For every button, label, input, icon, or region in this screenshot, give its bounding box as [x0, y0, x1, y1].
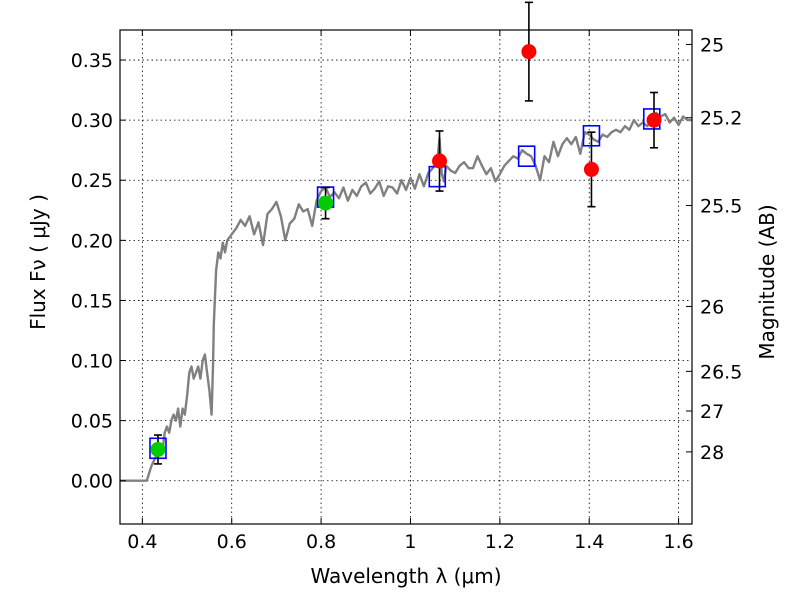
y-tick-label: 0.10	[71, 351, 113, 373]
model-sed-line	[120, 111, 692, 482]
y-tick-label: 0.35	[71, 50, 113, 72]
measured-green-point	[318, 195, 334, 211]
y2-tick-label: 28	[700, 442, 724, 464]
measured-red-point	[646, 112, 662, 128]
plot-frame	[119, 29, 693, 525]
y-tick-label: 0.30	[71, 110, 113, 132]
y-tick-label: 0.20	[71, 230, 113, 252]
y-tick-label: 0.25	[71, 170, 113, 192]
y-tick-label: 0.05	[71, 411, 113, 433]
axis-ticks: 0.4 0.6 0.8 1 1.2 1.4 1.6 0.00 0.05 0.10 0.15 0.20 0…	[71, 30, 742, 553]
model-flux-square	[517, 145, 536, 168]
x-tick-label: 1.2	[485, 531, 515, 553]
y2-tick-label: 25.5	[700, 195, 742, 217]
measured-red-point	[583, 161, 599, 177]
y-tick-label: 0.00	[71, 471, 113, 493]
y2-tick-label: 27	[700, 401, 724, 423]
y-tick-label: 0.15	[71, 290, 113, 312]
y2-tick-label: 25.2	[700, 108, 742, 130]
y2-tick-label: 26	[700, 296, 724, 318]
y2-axis-label: Magnitude (AB)	[755, 204, 779, 359]
measured-red-point	[521, 44, 537, 60]
measured-green-point	[150, 441, 166, 457]
x-tick-label: 1.6	[663, 531, 693, 553]
x-axis-label: Wavelength λ (μm)	[310, 564, 501, 588]
x-tick-label: 0.8	[306, 531, 336, 553]
y2-tick-label: 25	[700, 34, 724, 56]
y2-tick-label: 26.5	[700, 361, 742, 383]
x-tick-label: 1	[404, 531, 416, 553]
y-axis-label: Flux Fν ( μJy )	[26, 194, 50, 330]
measured-red-point	[432, 153, 448, 169]
x-tick-label: 0.4	[127, 531, 157, 553]
plot-area	[120, 1, 692, 482]
x-tick-label: 0.6	[217, 531, 247, 553]
x-tick-label: 1.4	[574, 531, 604, 553]
